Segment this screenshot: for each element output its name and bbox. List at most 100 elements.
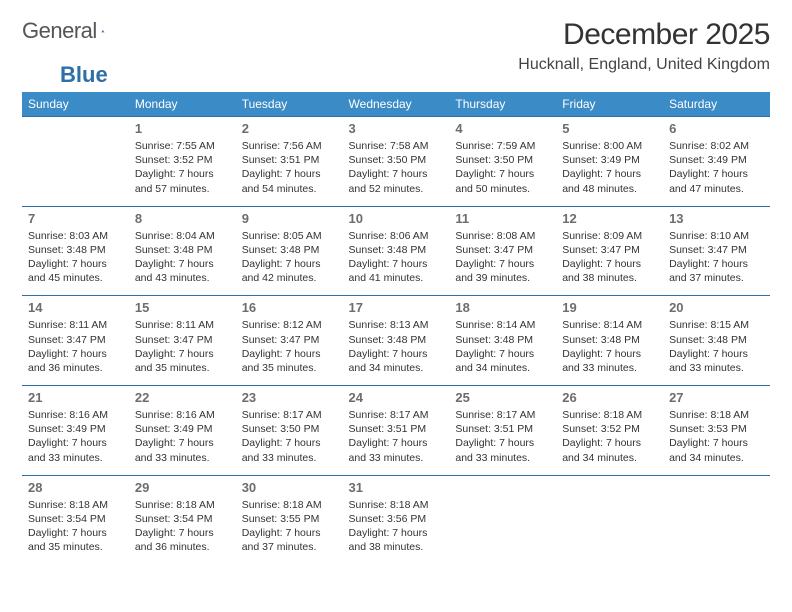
calendar-day-cell: 8Sunrise: 8:04 AMSunset: 3:48 PMDaylight… xyxy=(129,206,236,296)
day-details: Sunrise: 8:08 AMSunset: 3:47 PMDaylight:… xyxy=(455,229,550,286)
day-details: Sunrise: 8:00 AMSunset: 3:49 PMDaylight:… xyxy=(562,139,657,196)
brand-part2: Blue xyxy=(60,62,108,87)
day-details: Sunrise: 8:12 AMSunset: 3:47 PMDaylight:… xyxy=(242,318,337,375)
day-details: Sunrise: 8:05 AMSunset: 3:48 PMDaylight:… xyxy=(242,229,337,286)
weekday-header: Wednesday xyxy=(343,92,450,117)
day-number: 10 xyxy=(349,211,444,226)
calendar-body: 1 Sunrise: 7:55 AMSunset: 3:52 PMDaylight… xyxy=(22,117,770,565)
day-number: 20 xyxy=(669,300,764,315)
day-details: Sunrise: 8:17 AMSunset: 3:50 PMDaylight:… xyxy=(242,408,337,465)
calendar-week-row: 7 Sunrise: 8:03 AMSunset: 3:48 PMDaylight… xyxy=(22,206,770,296)
calendar-day-cell xyxy=(449,475,556,564)
calendar-day-cell: 1 Sunrise: 7:55 AMSunset: 3:52 PMDaylight… xyxy=(129,117,236,207)
weekday-header: Friday xyxy=(556,92,663,117)
day-number: 19 xyxy=(562,300,657,315)
brand-part1: General xyxy=(22,18,97,44)
day-number: 22 xyxy=(135,390,230,405)
day-number: 14 xyxy=(28,300,123,315)
day-details: Sunrise: 8:15 AMSunset: 3:48 PMDaylight:… xyxy=(669,318,764,375)
day-number: 9 xyxy=(242,211,337,226)
calendar-day-cell: 10 Sunrise: 8:06 AMSunset: 3:48 PMDayligh… xyxy=(343,206,450,296)
day-number: 18 xyxy=(455,300,550,315)
calendar-day-cell: 11 Sunrise: 8:08 AMSunset: 3:47 PMDayligh… xyxy=(449,206,556,296)
day-number: 21 xyxy=(28,390,123,405)
day-number: 5 xyxy=(562,121,657,136)
day-details: Sunrise: 7:58 AMSunset: 3:50 PMDaylight:… xyxy=(349,139,444,196)
calendar-day-cell: 14 Sunrise: 8:11 AMSunset: 3:47 PMDayligh… xyxy=(22,296,129,386)
day-details: Sunrise: 8:16 AMSunset: 3:49 PMDaylight:… xyxy=(28,408,123,465)
calendar-day-cell: 12Sunrise: 8:09 AMSunset: 3:47 PMDayligh… xyxy=(556,206,663,296)
day-number: 23 xyxy=(242,390,337,405)
day-number: 17 xyxy=(349,300,444,315)
calendar-day-cell: 3Sunrise: 7:58 AMSunset: 3:50 PMDaylight… xyxy=(343,117,450,207)
day-number: 16 xyxy=(242,300,337,315)
weekday-header: Tuesday xyxy=(236,92,343,117)
day-number: 11 xyxy=(455,211,550,226)
brand-logo: General xyxy=(22,18,125,44)
calendar-table: SundayMondayTuesdayWednesdayThursdayFrid… xyxy=(22,92,770,564)
day-number: 1 xyxy=(135,121,230,136)
day-details: Sunrise: 8:18 AMSunset: 3:56 PMDaylight:… xyxy=(349,498,444,555)
day-number: 26 xyxy=(562,390,657,405)
day-details: Sunrise: 8:11 AMSunset: 3:47 PMDaylight:… xyxy=(28,318,123,375)
calendar-day-cell: 18 Sunrise: 8:14 AMSunset: 3:48 PMDayligh… xyxy=(449,296,556,386)
sail-icon xyxy=(101,21,105,41)
day-details: Sunrise: 8:10 AMSunset: 3:47 PMDaylight:… xyxy=(669,229,764,286)
calendar-day-cell xyxy=(22,117,129,207)
calendar-day-cell: 30Sunrise: 8:18 AMSunset: 3:55 PMDayligh… xyxy=(236,475,343,564)
day-number: 24 xyxy=(349,390,444,405)
calendar-day-cell: 24 Sunrise: 8:17 AMSunset: 3:51 PMDayligh… xyxy=(343,386,450,476)
day-details: Sunrise: 8:17 AMSunset: 3:51 PMDaylight:… xyxy=(455,408,550,465)
day-details: Sunrise: 8:17 AMSunset: 3:51 PMDaylight:… xyxy=(349,408,444,465)
day-details: Sunrise: 8:14 AMSunset: 3:48 PMDaylight:… xyxy=(455,318,550,375)
calendar-day-cell: 27 Sunrise: 8:18 AMSunset: 3:53 PMDayligh… xyxy=(663,386,770,476)
calendar-day-cell: 20 Sunrise: 8:15 AMSunset: 3:48 PMDayligh… xyxy=(663,296,770,386)
day-details: Sunrise: 8:06 AMSunset: 3:48 PMDaylight:… xyxy=(349,229,444,286)
calendar-day-cell: 7 Sunrise: 8:03 AMSunset: 3:48 PMDaylight… xyxy=(22,206,129,296)
day-details: Sunrise: 8:18 AMSunset: 3:53 PMDaylight:… xyxy=(669,408,764,465)
day-details: Sunrise: 7:55 AMSunset: 3:52 PMDaylight:… xyxy=(135,139,230,196)
calendar-week-row: 28 Sunrise: 8:18 AMSunset: 3:54 PMDayligh… xyxy=(22,475,770,564)
day-number: 29 xyxy=(135,480,230,495)
day-details: Sunrise: 8:03 AMSunset: 3:48 PMDaylight:… xyxy=(28,229,123,286)
day-number: 27 xyxy=(669,390,764,405)
calendar-day-cell: 28 Sunrise: 8:18 AMSunset: 3:54 PMDayligh… xyxy=(22,475,129,564)
calendar-day-cell: 29Sunrise: 8:18 AMSunset: 3:54 PMDayligh… xyxy=(129,475,236,564)
calendar-day-cell: 13 Sunrise: 8:10 AMSunset: 3:47 PMDayligh… xyxy=(663,206,770,296)
day-number: 7 xyxy=(28,211,123,226)
calendar-day-cell: 21 Sunrise: 8:16 AMSunset: 3:49 PMDayligh… xyxy=(22,386,129,476)
day-number: 31 xyxy=(349,480,444,495)
day-details: Sunrise: 8:18 AMSunset: 3:54 PMDaylight:… xyxy=(28,498,123,555)
calendar-day-cell: 5 Sunrise: 8:00 AMSunset: 3:49 PMDaylight… xyxy=(556,117,663,207)
calendar-head: SundayMondayTuesdayWednesdayThursdayFrid… xyxy=(22,92,770,117)
day-number: 30 xyxy=(242,480,337,495)
calendar-day-cell: 6Sunrise: 8:02 AMSunset: 3:49 PMDaylight… xyxy=(663,117,770,207)
calendar-day-cell xyxy=(663,475,770,564)
calendar-day-cell: 17 Sunrise: 8:13 AMSunset: 3:48 PMDayligh… xyxy=(343,296,450,386)
day-details: Sunrise: 8:18 AMSunset: 3:52 PMDaylight:… xyxy=(562,408,657,465)
weekday-header: Sunday xyxy=(22,92,129,117)
day-number: 13 xyxy=(669,211,764,226)
calendar-day-cell: 2Sunrise: 7:56 AMSunset: 3:51 PMDaylight… xyxy=(236,117,343,207)
calendar-day-cell: 22 Sunrise: 8:16 AMSunset: 3:49 PMDayligh… xyxy=(129,386,236,476)
day-number: 28 xyxy=(28,480,123,495)
day-number: 15 xyxy=(135,300,230,315)
day-number: 6 xyxy=(669,121,764,136)
day-number: 25 xyxy=(455,390,550,405)
calendar-day-cell: 19Sunrise: 8:14 AMSunset: 3:48 PMDayligh… xyxy=(556,296,663,386)
calendar-day-cell: 26 Sunrise: 8:18 AMSunset: 3:52 PMDayligh… xyxy=(556,386,663,476)
day-details: Sunrise: 8:04 AMSunset: 3:48 PMDaylight:… xyxy=(135,229,230,286)
calendar-day-cell: 16 Sunrise: 8:12 AMSunset: 3:47 PMDayligh… xyxy=(236,296,343,386)
day-details: Sunrise: 8:16 AMSunset: 3:49 PMDaylight:… xyxy=(135,408,230,465)
day-details: Sunrise: 8:09 AMSunset: 3:47 PMDaylight:… xyxy=(562,229,657,286)
calendar-day-cell: 25 Sunrise: 8:17 AMSunset: 3:51 PMDayligh… xyxy=(449,386,556,476)
calendar-week-row: 14 Sunrise: 8:11 AMSunset: 3:47 PMDayligh… xyxy=(22,296,770,386)
day-details: Sunrise: 7:59 AMSunset: 3:50 PMDaylight:… xyxy=(455,139,550,196)
weekday-header: Thursday xyxy=(449,92,556,117)
weekday-header: Monday xyxy=(129,92,236,117)
calendar-week-row: 1 Sunrise: 7:55 AMSunset: 3:52 PMDaylight… xyxy=(22,117,770,207)
calendar-day-cell: 31 Sunrise: 8:18 AMSunset: 3:56 PMDayligh… xyxy=(343,475,450,564)
day-details: Sunrise: 8:13 AMSunset: 3:48 PMDaylight:… xyxy=(349,318,444,375)
month-title: December 2025 xyxy=(518,18,770,52)
day-details: Sunrise: 8:11 AMSunset: 3:47 PMDaylight:… xyxy=(135,318,230,375)
